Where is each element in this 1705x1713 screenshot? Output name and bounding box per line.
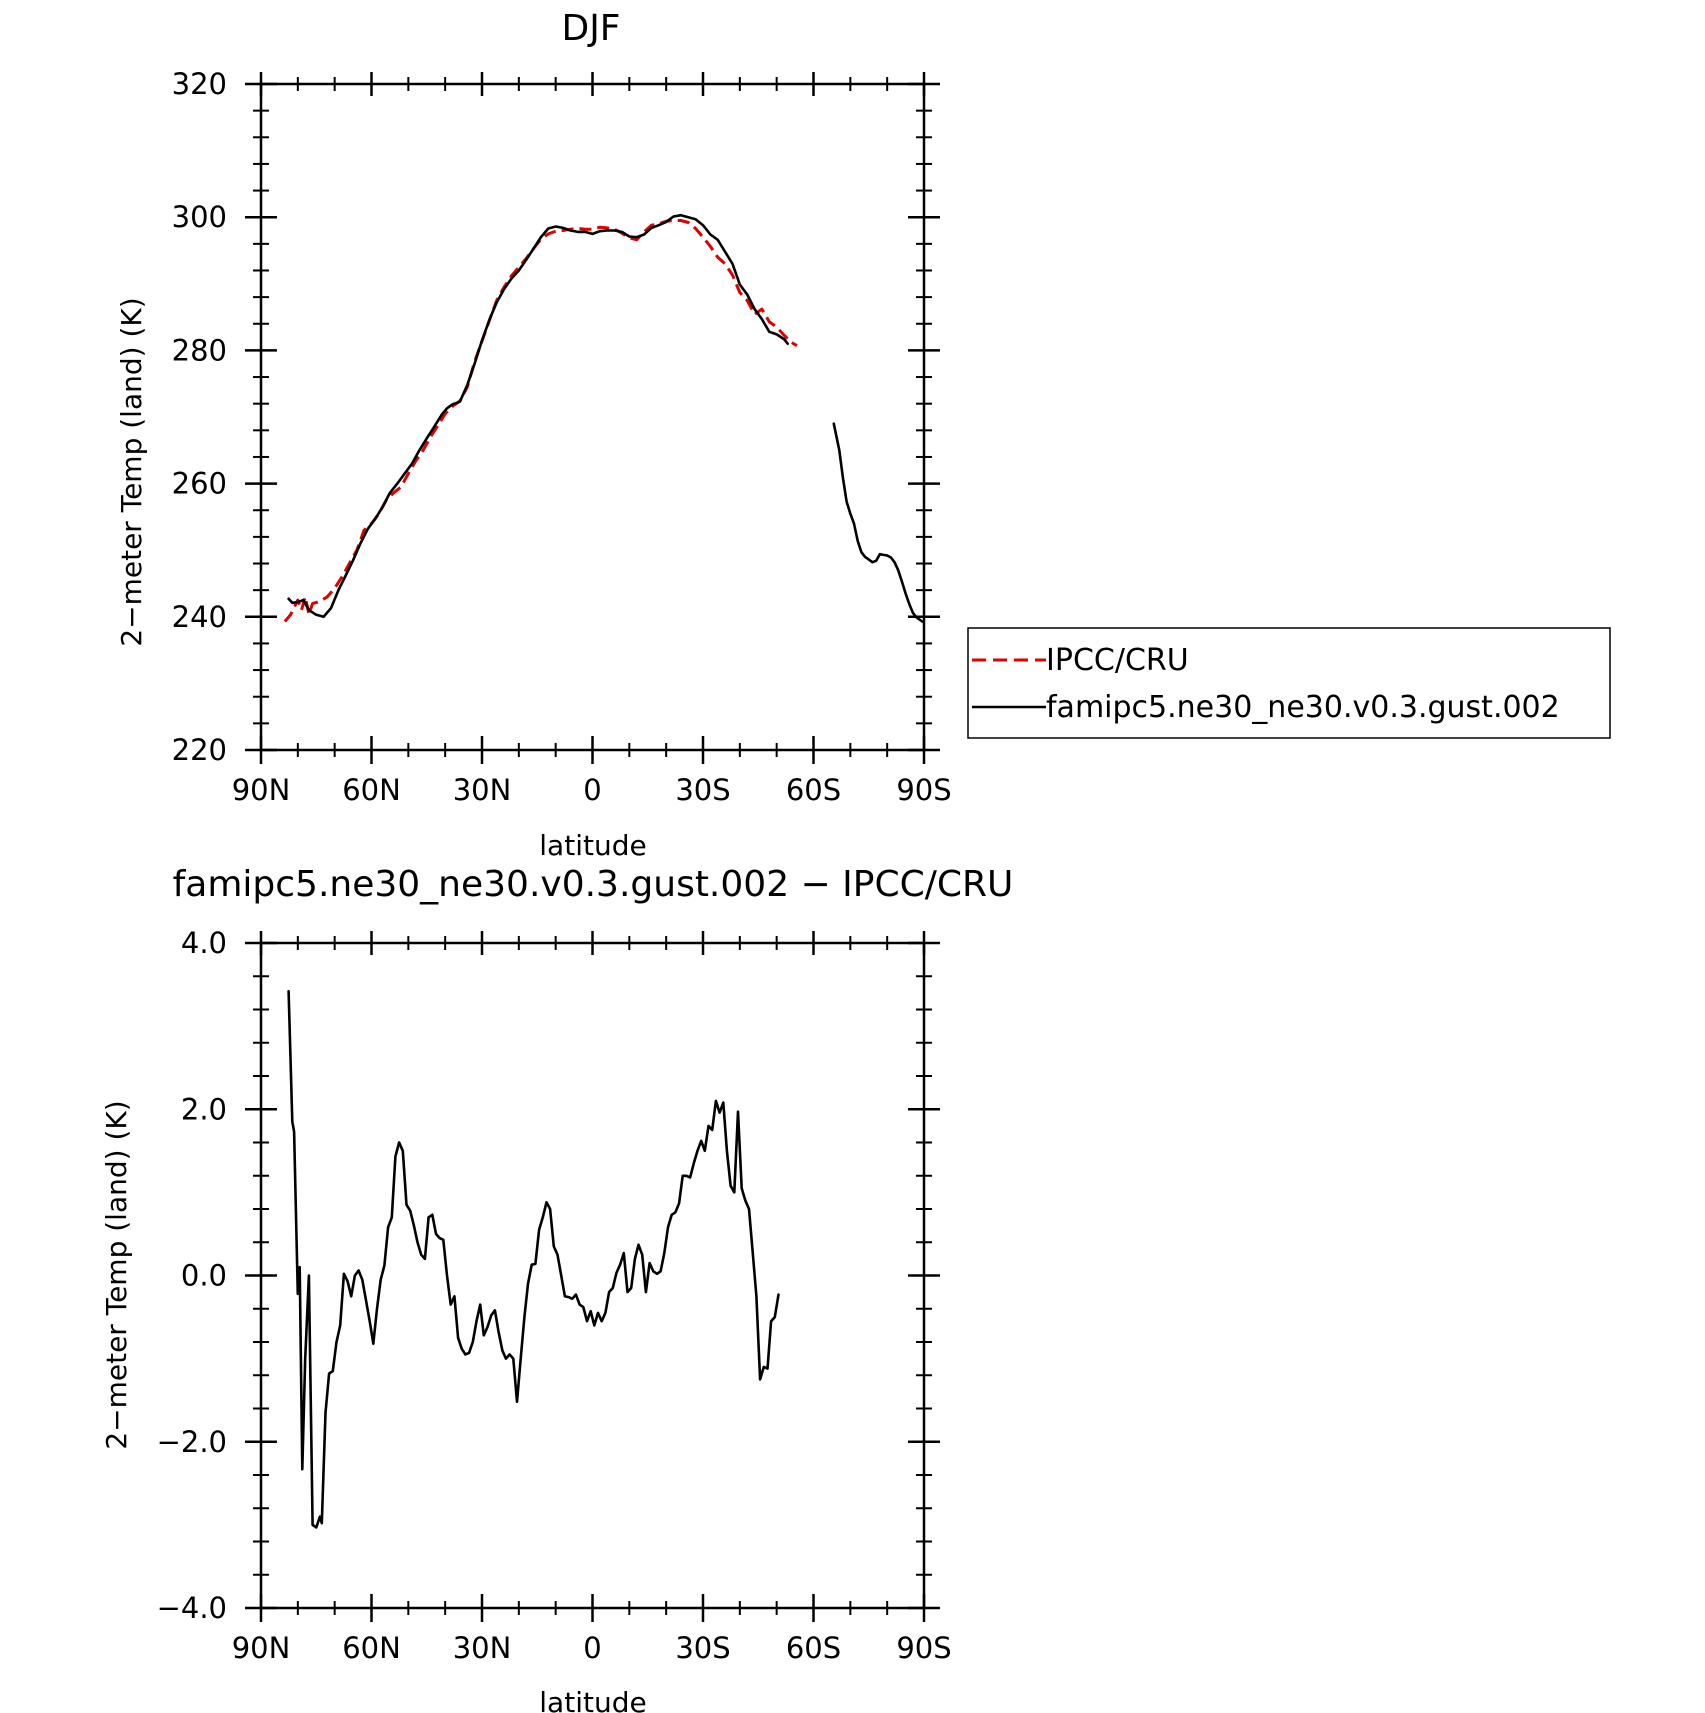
y-tick-label: 240	[172, 600, 227, 634]
y-tick-label: −4.0	[157, 1591, 227, 1625]
x-tick-label: 30S	[675, 1631, 730, 1665]
x-tick-label: 30N	[453, 773, 512, 807]
y-tick-label: 2.0	[181, 1092, 227, 1126]
x-tick-label: 0	[583, 773, 601, 807]
top-chart-xlabel: latitude	[539, 829, 646, 862]
bottom-chart-frame	[259, 941, 926, 1610]
bottom-chart-plot-area	[287, 989, 780, 1529]
bottom-chart-ylabel: 2−meter Temp (land) (K)	[100, 1100, 133, 1449]
y-tick-label: 280	[172, 333, 227, 367]
bottom-chart-ticks	[245, 931, 940, 1622]
legend-label-famipc5: famipc5.ne30_ne30.v0.3.gust.002	[1046, 690, 1560, 725]
x-tick-label: 60N	[342, 773, 401, 807]
bottom-chart-x-tick-labels: 90N 60N 30N 0 30S 60S 90S	[232, 1631, 952, 1665]
x-tick-label: 90S	[896, 1631, 951, 1665]
y-tick-label: −2.0	[157, 1425, 227, 1459]
bottom-chart-xlabel: latitude	[539, 1686, 646, 1713]
top-chart-frame	[259, 82, 926, 752]
y-tick-label: 0.0	[181, 1259, 227, 1293]
bottom-chart-y-tick-labels: −4.0 −2.0 0.0 2.0 4.0	[157, 926, 227, 1625]
top-series-line-1-segment-0	[287, 213, 789, 619]
x-tick-label: 30S	[675, 773, 730, 807]
x-tick-label: 60S	[786, 773, 841, 807]
top-chart-ticks	[245, 72, 940, 764]
bottom-chart-panel: famipc5.ne30_ne30.v0.3.gust.002 − IPCC/C…	[100, 864, 1013, 1713]
y-tick-label: 260	[172, 467, 227, 501]
top-series-line-1-segment-1	[832, 422, 924, 623]
top-chart-x-tick-labels: 90N 60N 30N 0 30S 60S 90S	[232, 773, 952, 807]
legend-label-ipcc-cru: IPCC/CRU	[1046, 643, 1189, 678]
x-tick-label: 60S	[786, 1631, 841, 1665]
x-tick-label: 90N	[232, 1631, 291, 1665]
top-chart-ylabel: 2−meter Temp (land) (K)	[115, 297, 148, 646]
x-tick-label: 90S	[896, 773, 951, 807]
y-tick-label: 300	[172, 200, 227, 234]
x-tick-label: 30N	[453, 1631, 512, 1665]
x-tick-label: 60N	[342, 1631, 401, 1665]
y-tick-label: 320	[172, 67, 227, 101]
top-chart-plot-area	[283, 213, 924, 623]
legend-box	[967, 627, 1611, 739]
x-tick-label: 90N	[232, 773, 291, 807]
y-tick-label: 220	[172, 733, 227, 767]
top-chart-legend: IPCC/CRU famipc5.ne30_ne30.v0.3.gust.002	[967, 627, 1611, 739]
bottom-chart-series-lines	[287, 989, 780, 1529]
x-tick-label: 0	[583, 1631, 601, 1665]
top-chart-y-tick-labels: 220 240 260 280 300 320	[172, 67, 227, 767]
top-chart-series-lines	[283, 213, 924, 623]
bottom-series-line-0-segment-0	[287, 989, 780, 1529]
bottom-chart-title: famipc5.ne30_ne30.v0.3.gust.002 − IPCC/C…	[173, 864, 1014, 905]
top-series-line-0-segment-0	[283, 219, 798, 623]
top-chart-title: DJF	[561, 8, 620, 49]
y-tick-label: 4.0	[181, 926, 227, 960]
